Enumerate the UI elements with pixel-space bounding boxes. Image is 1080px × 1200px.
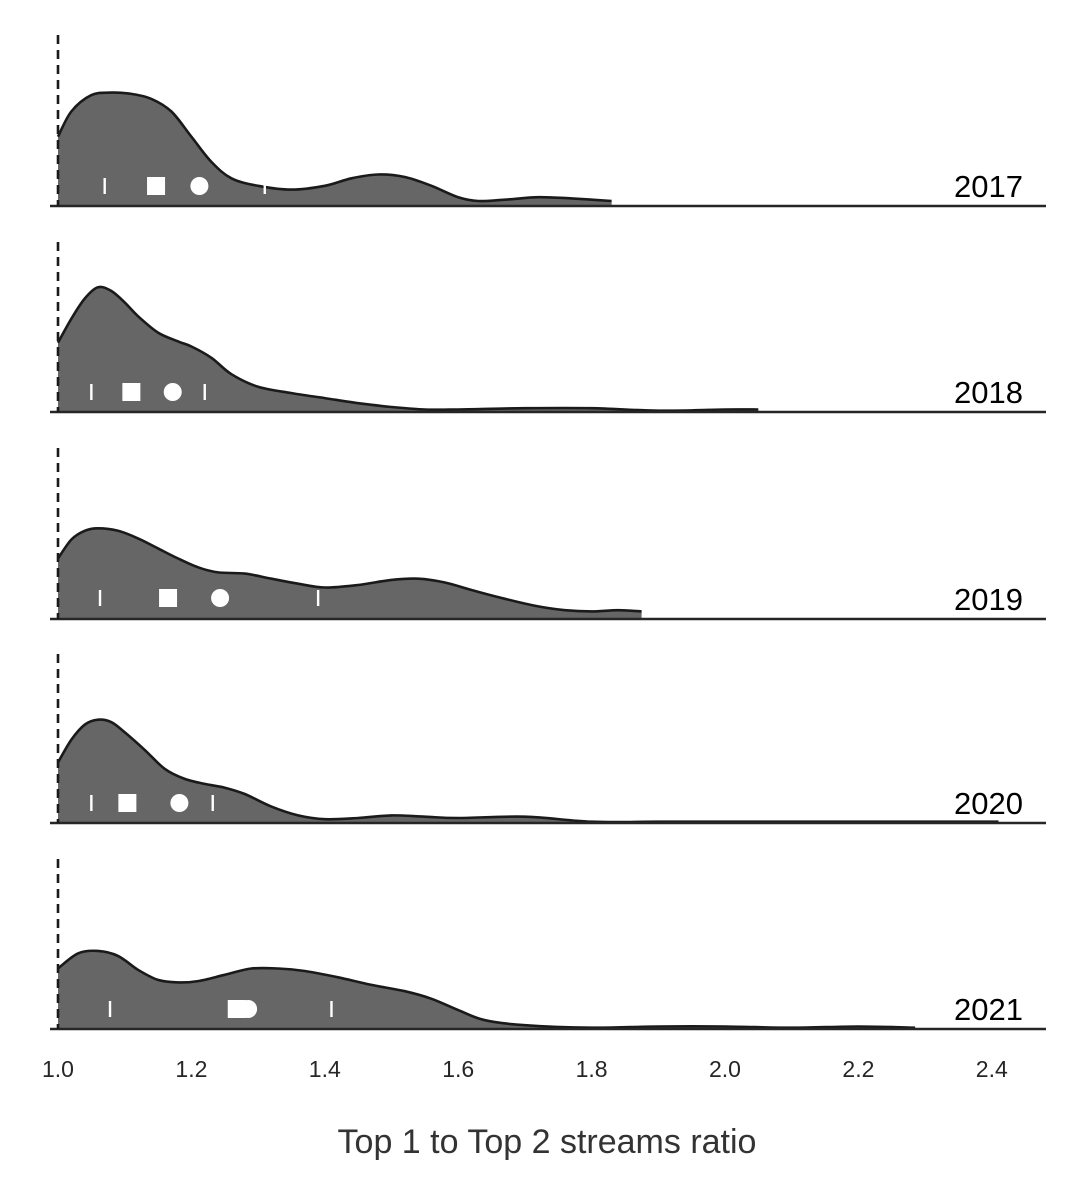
ridge-2018: 2018 — [50, 242, 1046, 414]
density-line-2021 — [57, 949, 916, 1030]
ridge-2020: 2020 — [50, 654, 1046, 825]
series-label-2021: 2021 — [954, 992, 1023, 1027]
x-tick-label: 2.2 — [842, 1056, 874, 1082]
x-tick-label: 2.0 — [709, 1056, 741, 1082]
median-marker-2020 — [118, 794, 137, 812]
mean-marker-2021 — [239, 1000, 258, 1018]
density-line-2017 — [56, 91, 612, 203]
density-fill-2019 — [58, 528, 642, 619]
series-label-2019: 2019 — [954, 582, 1023, 617]
density-fill-2018 — [58, 286, 759, 412]
density-line-2019 — [56, 527, 642, 613]
ridge-2021: 2021 — [50, 859, 1046, 1031]
density-fill-2017 — [58, 92, 612, 206]
density-line-2018 — [56, 285, 759, 413]
density-fill-2021 — [58, 950, 916, 1029]
median-marker-2018 — [122, 383, 141, 401]
ridge-2019: 2019 — [50, 448, 1046, 621]
density-fill-2020 — [58, 719, 999, 823]
ridges-group: 2017 2018 2019 2020 2021 — [50, 35, 1046, 1031]
series-label-2018: 2018 — [954, 375, 1023, 410]
mean-marker-2018 — [163, 383, 182, 401]
x-tick-label: 2.4 — [976, 1056, 1008, 1082]
ridge-2017: 2017 — [50, 35, 1046, 208]
mean-marker-2019 — [211, 589, 230, 607]
x-tick-label: 1.0 — [42, 1056, 74, 1082]
mean-marker-2020 — [170, 794, 189, 812]
series-label-2017: 2017 — [954, 169, 1023, 204]
median-marker-2017 — [147, 177, 166, 195]
series-label-2020: 2020 — [954, 786, 1023, 821]
x-tick-label: 1.6 — [442, 1056, 474, 1082]
x-tick-label: 1.2 — [175, 1056, 207, 1082]
mean-marker-2017 — [190, 177, 209, 195]
x-axis-title: Top 1 to Top 2 streams ratio — [338, 1123, 757, 1161]
x-tick-label: 1.4 — [309, 1056, 341, 1082]
x-tick-label: 1.8 — [576, 1056, 608, 1082]
x-axis: 1.0 1.2 1.4 1.6 1.8 2.0 2.2 2.4 — [42, 1056, 1008, 1082]
median-marker-2019 — [159, 589, 178, 607]
density-line-2020 — [56, 718, 999, 824]
